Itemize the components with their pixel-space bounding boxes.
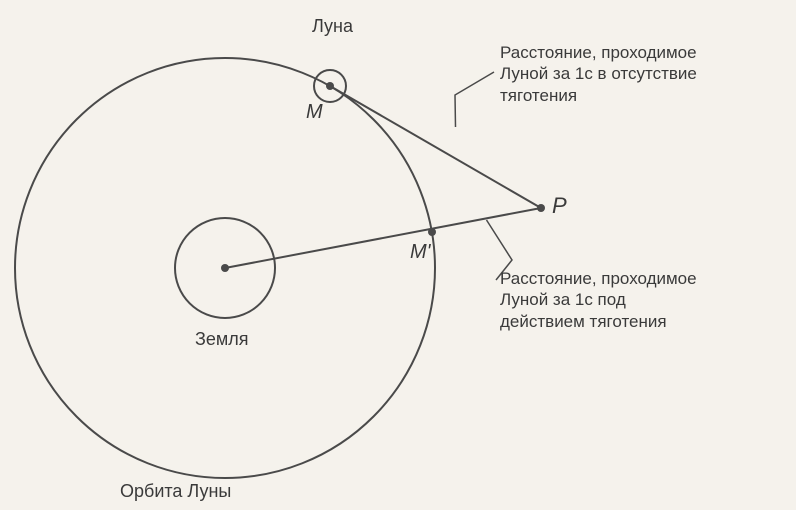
P-dot	[537, 204, 545, 212]
annotation-no-gravity: Расстояние, проходимое Луной за 1с в отс…	[500, 42, 697, 106]
annotation-with-gravity: Расстояние, проходимое Луной за 1с под д…	[500, 268, 697, 332]
M-prime-dot	[428, 228, 436, 236]
pointer-no-gravity	[455, 72, 494, 127]
radius-line	[225, 208, 541, 268]
label-moon-name: Луна	[312, 15, 353, 38]
moon-center-dot	[326, 82, 334, 90]
label-orbit-name: Орбита Луны	[120, 480, 231, 503]
earth-center-dot	[221, 264, 229, 272]
label-earth-name: Земля	[195, 328, 249, 351]
label-P: P	[552, 192, 567, 220]
label-M: M	[306, 100, 323, 125]
diagram-stage: Луна Земля Орбита Луны M M' P Расстояние…	[0, 0, 796, 510]
label-M-prime: M'	[410, 240, 430, 265]
